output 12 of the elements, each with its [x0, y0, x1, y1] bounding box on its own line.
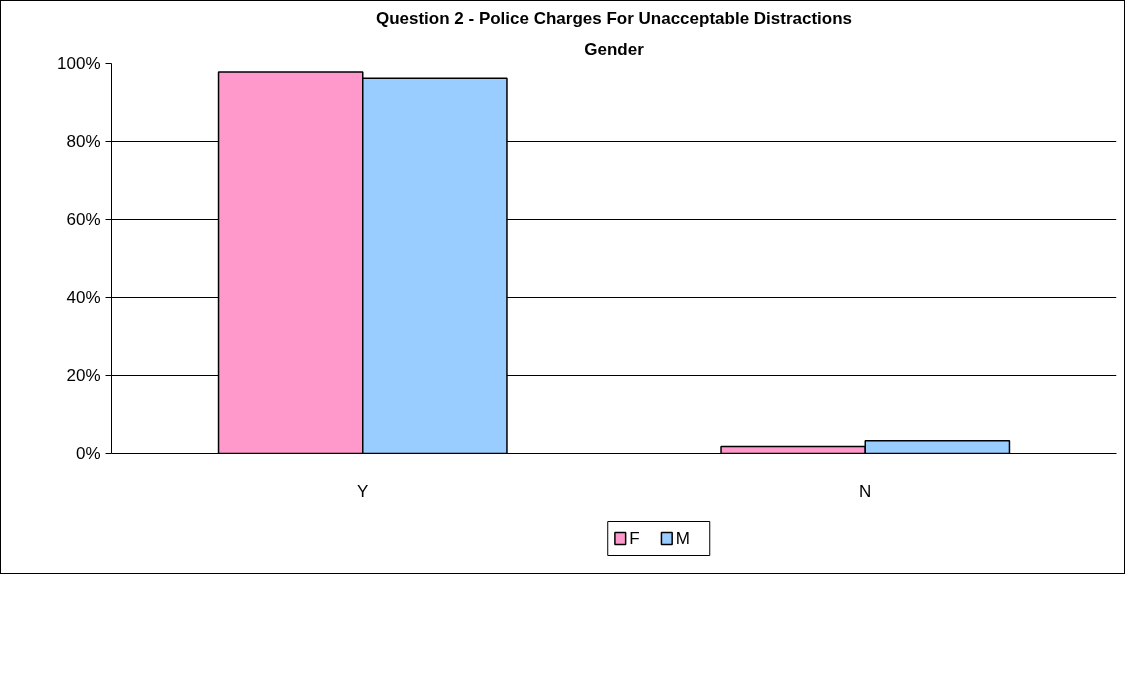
x-tick-label: Y: [357, 481, 369, 501]
legend-label: F: [629, 529, 640, 548]
x-tick-label: N: [859, 481, 872, 501]
legend-label: M: [675, 529, 690, 548]
y-tick-label: 100%: [57, 54, 101, 73]
y-tick-label: 80%: [66, 132, 101, 151]
chart-title: Question 2 - Police Charges For Unacceptable Distractions: [375, 8, 853, 28]
y-tick-label: 40%: [66, 288, 101, 307]
chart-subtitle: Gender: [584, 39, 645, 59]
y-tick-label: 0%: [75, 444, 101, 463]
y-tick-label: 60%: [66, 210, 101, 229]
y-tick-label: 20%: [66, 366, 101, 385]
